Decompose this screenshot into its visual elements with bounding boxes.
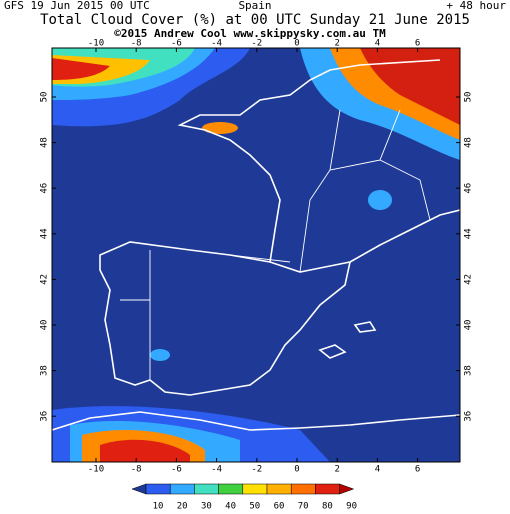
colorbar-swatch xyxy=(169,483,195,495)
lat-label: 46 xyxy=(40,183,50,194)
lon-label: 0 xyxy=(294,465,299,475)
lon-label: -8 xyxy=(131,465,142,475)
lat-label: 42 xyxy=(464,274,474,285)
colorbar-label: 20 xyxy=(177,502,188,512)
cloud-field xyxy=(52,58,110,80)
lon-label: -8 xyxy=(131,39,142,49)
credit: ©2015 Andrew Cool www.skippysky.com.au T… xyxy=(114,27,386,40)
cloud-field xyxy=(368,190,392,210)
lon-label: -10 xyxy=(88,465,104,475)
lon-label: 0 xyxy=(294,39,299,49)
lon-label: 4 xyxy=(375,39,380,49)
colorbar-label: 10 xyxy=(153,502,164,512)
lon-label: 6 xyxy=(415,39,420,49)
colorbar-label: 60 xyxy=(274,502,285,512)
cloud-field xyxy=(150,349,170,361)
map-frame xyxy=(51,47,461,463)
lat-label: 40 xyxy=(40,320,50,331)
colorbar-arrow xyxy=(131,483,147,495)
lon-label: 6 xyxy=(415,465,420,475)
colorbar-swatch xyxy=(242,483,268,495)
lead-label: + 48 hour xyxy=(446,0,506,12)
coastline xyxy=(318,321,377,359)
lat-label: 44 xyxy=(40,228,50,239)
cloud-field xyxy=(360,48,460,125)
lon-label: 4 xyxy=(375,465,380,475)
colorbar-label: 70 xyxy=(298,502,309,512)
lon-label: -4 xyxy=(211,465,222,475)
colorbar-swatch xyxy=(290,483,316,495)
colorbar-label: 30 xyxy=(201,502,212,512)
lat-label: 48 xyxy=(464,137,474,148)
lat-label: 40 xyxy=(464,320,474,331)
lat-label: 38 xyxy=(40,365,50,376)
cloud-field xyxy=(202,122,238,134)
colorbar-label: 40 xyxy=(225,502,236,512)
colorbar-swatch xyxy=(145,483,171,495)
colorbar-label: 80 xyxy=(322,502,333,512)
colorbar-swatch xyxy=(266,483,292,495)
colorbar-label: 90 xyxy=(346,502,357,512)
lat-label: 38 xyxy=(464,365,474,376)
lat-label: 44 xyxy=(464,228,474,239)
lat-label: 50 xyxy=(40,92,50,103)
colorbar-arrow xyxy=(339,483,355,495)
lon-label: -4 xyxy=(211,39,222,49)
lon-label: 2 xyxy=(334,465,339,475)
lon-label: -6 xyxy=(171,465,182,475)
lat-label: 48 xyxy=(40,137,50,148)
coastline xyxy=(349,209,460,263)
lon-label: -10 xyxy=(88,39,104,49)
colorbar-swatch xyxy=(315,483,340,495)
cloud-field xyxy=(100,439,190,462)
lat-label: 36 xyxy=(464,411,474,422)
title: Total Cloud Cover (%) at 00 UTC Sunday 2… xyxy=(40,12,470,28)
lat-label: 46 xyxy=(464,183,474,194)
lon-label: 2 xyxy=(334,39,339,49)
coastline xyxy=(52,411,460,431)
run-label: GFS 19 Jun 2015 00 UTC xyxy=(4,0,150,12)
region-label: Spain xyxy=(238,0,271,12)
map xyxy=(52,48,460,462)
colorbar: 10 20 30 40 50 60 70 80 90 xyxy=(131,483,357,512)
colorbar-swatch xyxy=(194,483,219,495)
lon-label: -2 xyxy=(251,465,262,475)
lat-label: 36 xyxy=(40,411,50,422)
colorbar-label: 50 xyxy=(249,502,260,512)
border xyxy=(120,109,431,380)
lon-label: -2 xyxy=(251,39,262,49)
lat-label: 50 xyxy=(464,92,474,103)
coastline xyxy=(177,59,441,263)
lat-label: 42 xyxy=(40,274,50,285)
colorbar-swatch xyxy=(218,483,244,495)
lon-label: -6 xyxy=(171,39,182,49)
